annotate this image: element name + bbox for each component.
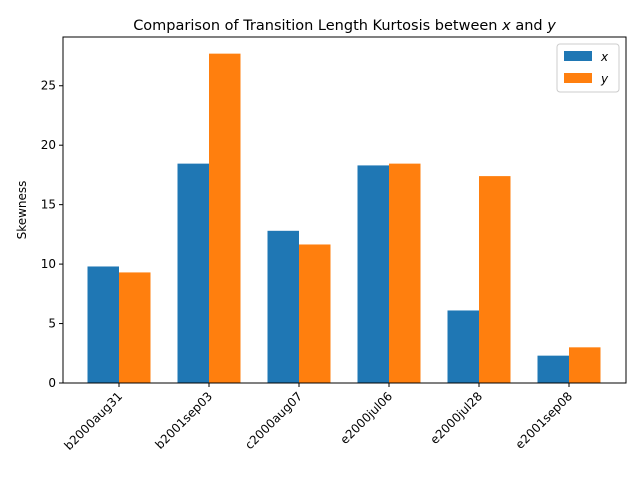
- x-tick-label: c2000aug07: [242, 389, 305, 452]
- bar-x-b2000aug31: [87, 266, 119, 383]
- bar-x-c2000aug07: [267, 230, 299, 383]
- y-axis-label: Skewness: [15, 181, 29, 240]
- y-tick-label: 0: [48, 376, 56, 390]
- bar-y-c2000aug07: [299, 244, 331, 383]
- legend-swatch-y: [564, 73, 592, 83]
- x-axis: b2000aug31 b2001sep03 c2000aug07 e2000jul06…: [61, 383, 575, 453]
- plot-frame: [62, 36, 627, 384]
- chart-title: Comparison of Transition Length Kurtosis…: [133, 18, 556, 34]
- bar-y-e2001sep08: [569, 347, 601, 383]
- legend: xy: [556, 43, 620, 93]
- x-tick-label: b2001sep03: [152, 389, 215, 452]
- y-tick-label: 25: [41, 79, 56, 93]
- bar-x-e2000jul06: [357, 165, 389, 383]
- bar-x-b2001sep03: [177, 163, 209, 383]
- y-tick-label: 15: [41, 198, 56, 212]
- bar-y-e2000jul28: [479, 176, 511, 383]
- x-tick-label: e2001sep08: [513, 389, 576, 452]
- bar-y-e2000jul06: [389, 163, 421, 383]
- bar-y-b2000aug31: [119, 272, 151, 383]
- y-tick-label: 20: [41, 138, 56, 152]
- x-tick-label: b2000aug31: [61, 389, 125, 453]
- y-axis: 0 5 10 15 20 25: [41, 79, 63, 390]
- bar-x-e2000jul28: [447, 310, 479, 383]
- bar-y-b2001sep03: [209, 53, 241, 383]
- bars-group: [87, 53, 601, 383]
- legend-label-y: y: [600, 72, 609, 86]
- legend-label-x: x: [600, 50, 609, 64]
- legend-swatch-x: [564, 51, 592, 61]
- x-tick-label: e2000jul06: [338, 389, 396, 447]
- y-tick-label: 10: [41, 257, 56, 271]
- y-tick-label: 5: [48, 317, 56, 331]
- x-tick-label: e2000jul28: [428, 389, 486, 447]
- bar-x-e2001sep08: [537, 355, 569, 383]
